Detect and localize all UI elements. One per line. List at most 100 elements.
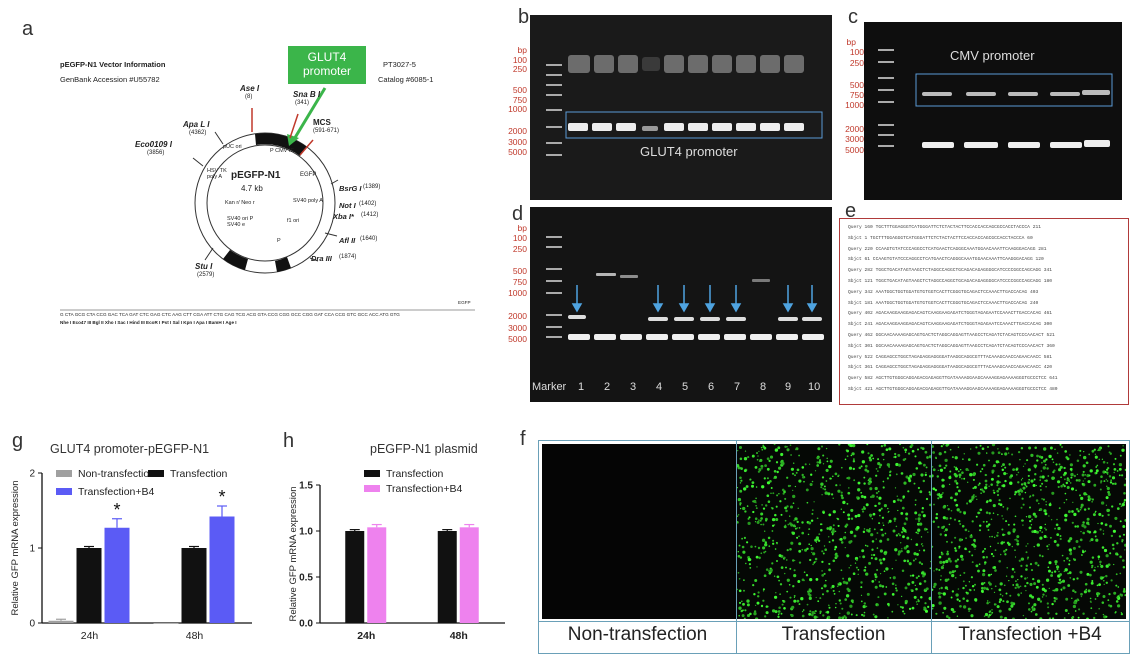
site-stu-pos: (2579) [197, 272, 215, 278]
bar [181, 548, 207, 623]
y-tick-label: 1.0 [299, 527, 313, 538]
y-axis-label: Relative GFP mRNA expression [10, 481, 21, 616]
x-tick-label: 48h [450, 630, 468, 642]
feature-kan: Kan r/ Neo r [225, 200, 255, 206]
site-dra: Dra III [311, 254, 332, 263]
x-tick-label: 24h [357, 630, 375, 642]
alignment-box: Query 160 TGCTTTGGAGGGTCATGGGATTCTCTACTA… [839, 218, 1129, 405]
site-not-pos: (1402) [359, 201, 377, 207]
gel-c: CMV promoter [864, 22, 1122, 200]
bar [209, 516, 235, 623]
site-xba-pos: (1412) [361, 212, 379, 218]
legend-label: Transfection [386, 468, 444, 480]
callout-arrow [291, 87, 327, 142]
panel-label-h: h [283, 430, 295, 452]
panel-label-e: e [845, 200, 857, 222]
mcs-marker [299, 139, 314, 156]
gel-b-label: GLUT4 promoter [640, 144, 738, 159]
feature-f1: f1 ori [287, 218, 300, 224]
fluor-caption-2: Transfection [781, 624, 886, 645]
alignment-row: Query 282 TGGCTGACATAGTAAGCTCTAGGCCAGGCT… [848, 268, 1052, 274]
site-mcs-pos: (591-671) [313, 128, 340, 134]
gel-d-bp-1: 100 [512, 233, 527, 243]
feature-hsvtk: HSV TK poly A [207, 168, 227, 180]
cmv-segment [255, 133, 307, 156]
site-dra-pos: (1874) [339, 254, 357, 260]
y-tick-label: 2 [29, 469, 35, 480]
vector-accession: GenBank Accession #U55782 [60, 75, 160, 84]
panel-label-a: a [22, 18, 34, 40]
gel-b-bp-4: 750 [512, 95, 527, 105]
feature-pcmv: P CMV IE [270, 148, 295, 154]
y-axis-label: Relative GFP mRNA expression [288, 487, 299, 622]
chart-g-title: GLUT4 promoter-pEGFP-N1 [50, 442, 210, 456]
gel-c-bp-8: 5000 [845, 145, 864, 155]
alignment-row: Query 462 GGCAACAAAAGAGCAGTGACTCTAGGCAGG… [848, 333, 1055, 338]
lane-9: 9 [785, 381, 792, 393]
x-tick-label: 24h [81, 630, 99, 642]
gel-d: Marker 1 2 3 4 5 6 7 8 9 10 [530, 207, 832, 402]
feature-p: P [277, 238, 281, 244]
feature-sv40ori: SV40 ori P SV40 e [227, 216, 254, 228]
legend-swatch [148, 470, 164, 477]
gel-c-bp-5: 1000 [845, 100, 864, 110]
lane-4: 4 [656, 381, 663, 393]
gel-b-bp-0: bp [517, 45, 527, 55]
site-apal: Apa L I [183, 120, 210, 129]
site-ase-pos: (8) [245, 94, 253, 100]
gel-b-bp-5: 1000 [508, 104, 527, 114]
y-tick-label: 1.5 [299, 481, 313, 492]
site-bsrg-pos: (1389) [363, 184, 381, 190]
legend-swatch [364, 485, 380, 492]
mcs-sequence: G CTA GCG CTA CCG GAC TCA GAT CTC GAG CT… [60, 312, 400, 317]
gel-c-bp-1: 100 [849, 47, 864, 57]
legend-label: Transfection+B4 [386, 483, 463, 495]
lane-10: 10 [808, 381, 821, 393]
vector-map-figure: pEGFP-N1 Vector Information GenBank Acce… [55, 46, 485, 348]
plasmid-map-svg [60, 87, 475, 311]
lane-8: 8 [760, 381, 767, 393]
fluor-caption-3: Transfection +B4 [958, 624, 1102, 645]
significance-star: * [113, 500, 120, 520]
site-afl: Afl II [339, 236, 356, 245]
mcs-egfp-label: EGFP [458, 300, 471, 305]
gel-d-bp-2: 250 [512, 244, 527, 254]
plasmid-ring-inner [206, 144, 324, 262]
gel-d-arrows [571, 285, 818, 313]
gel-c-highlight-box [915, 73, 1113, 107]
gel-d-bp-8: 5000 [508, 334, 527, 344]
site-snab-pos: (341) [295, 100, 310, 106]
gel-d-bp-3: 500 [512, 266, 527, 276]
bar [48, 620, 74, 623]
fluor-image-transfection-b4 [932, 444, 1126, 619]
significance-star: * [218, 487, 225, 507]
gel-b: GLUT4 promoter [530, 15, 832, 200]
y-tick-label: 1 [29, 544, 35, 555]
gel-b-bp-2: 250 [512, 64, 527, 74]
panel-label-c: c [848, 6, 858, 28]
fluor-image-nontransfection [542, 444, 736, 619]
plasmid-ring-outer [194, 132, 336, 274]
bar [345, 531, 365, 623]
gel-d-svg [546, 236, 824, 340]
gel-c-label: CMV promoter [950, 48, 1035, 63]
site-eco0109-pos: (3856) [147, 150, 165, 156]
fluor-image-transfection [737, 444, 931, 619]
site-eco0109: Eco0109 I [135, 140, 172, 149]
gel-d-bp-4: 750 [512, 277, 527, 287]
x-tick-label: 48h [186, 630, 204, 642]
lane-5: 5 [682, 381, 689, 393]
panel-label-d: d [512, 203, 524, 225]
site-bsrg: BsrG I [339, 184, 362, 193]
snab-marker [289, 113, 299, 139]
alignment-row: Query 342 AAATGGCTGGTGGATGTGTGGTCACTTCGG… [848, 289, 1039, 295]
gel-b-bp-7: 3000 [508, 137, 527, 147]
alignment-row: Query 402 AGACAAGGAAGGAGACAGTCAAGGAAGAGA… [848, 311, 1052, 317]
alignment-row: Query 582 AGCTTGTGGGCAGGAGACGAGAGGTTGATA… [848, 376, 1058, 382]
lane-1: 1 [578, 381, 585, 393]
gel-b-bp-3: 500 [512, 85, 527, 95]
kan-arrow-segment [275, 257, 291, 272]
site-apal-pos: (4362) [189, 130, 207, 136]
legend-label: Transfection [170, 468, 228, 480]
